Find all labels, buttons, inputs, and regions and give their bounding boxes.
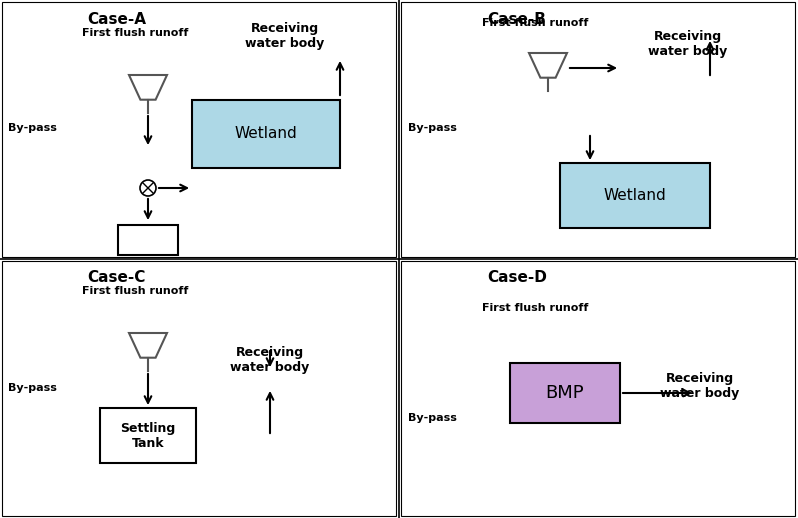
Text: First flush runoff: First flush runoff — [482, 303, 588, 313]
Bar — [510, 363, 620, 423]
Bar — [2, 2, 396, 257]
Text: Wetland: Wetland — [235, 126, 298, 141]
Bar — [401, 2, 795, 257]
Text: By-pass: By-pass — [408, 413, 457, 423]
Text: By-pass: By-pass — [408, 123, 457, 133]
Text: BMP: BMP — [546, 384, 584, 402]
Text: Wetland: Wetland — [603, 189, 666, 204]
Text: First flush runoff: First flush runoff — [82, 28, 188, 38]
Bar — [118, 225, 178, 255]
Bar — [2, 261, 396, 516]
Text: Receiving
water body: Receiving water body — [231, 346, 310, 374]
Text: Receiving
water body: Receiving water body — [661, 372, 740, 400]
Text: Case-B: Case-B — [487, 12, 546, 27]
Text: Receiving
water body: Receiving water body — [245, 22, 325, 50]
Text: Case-C: Case-C — [87, 270, 145, 285]
Text: Settling
Tank: Settling Tank — [120, 422, 176, 450]
Bar — [560, 163, 710, 228]
Text: By-pass: By-pass — [8, 383, 57, 393]
Bar — [100, 408, 196, 463]
Bar — [192, 100, 340, 168]
Text: Receiving
water body: Receiving water body — [648, 30, 728, 58]
Text: Case-A: Case-A — [87, 12, 146, 27]
Text: By-pass: By-pass — [8, 123, 57, 133]
Bar — [401, 261, 795, 516]
Text: First flush runoff: First flush runoff — [482, 18, 588, 28]
Text: First flush runoff: First flush runoff — [82, 286, 188, 296]
Text: Case-D: Case-D — [487, 270, 547, 285]
